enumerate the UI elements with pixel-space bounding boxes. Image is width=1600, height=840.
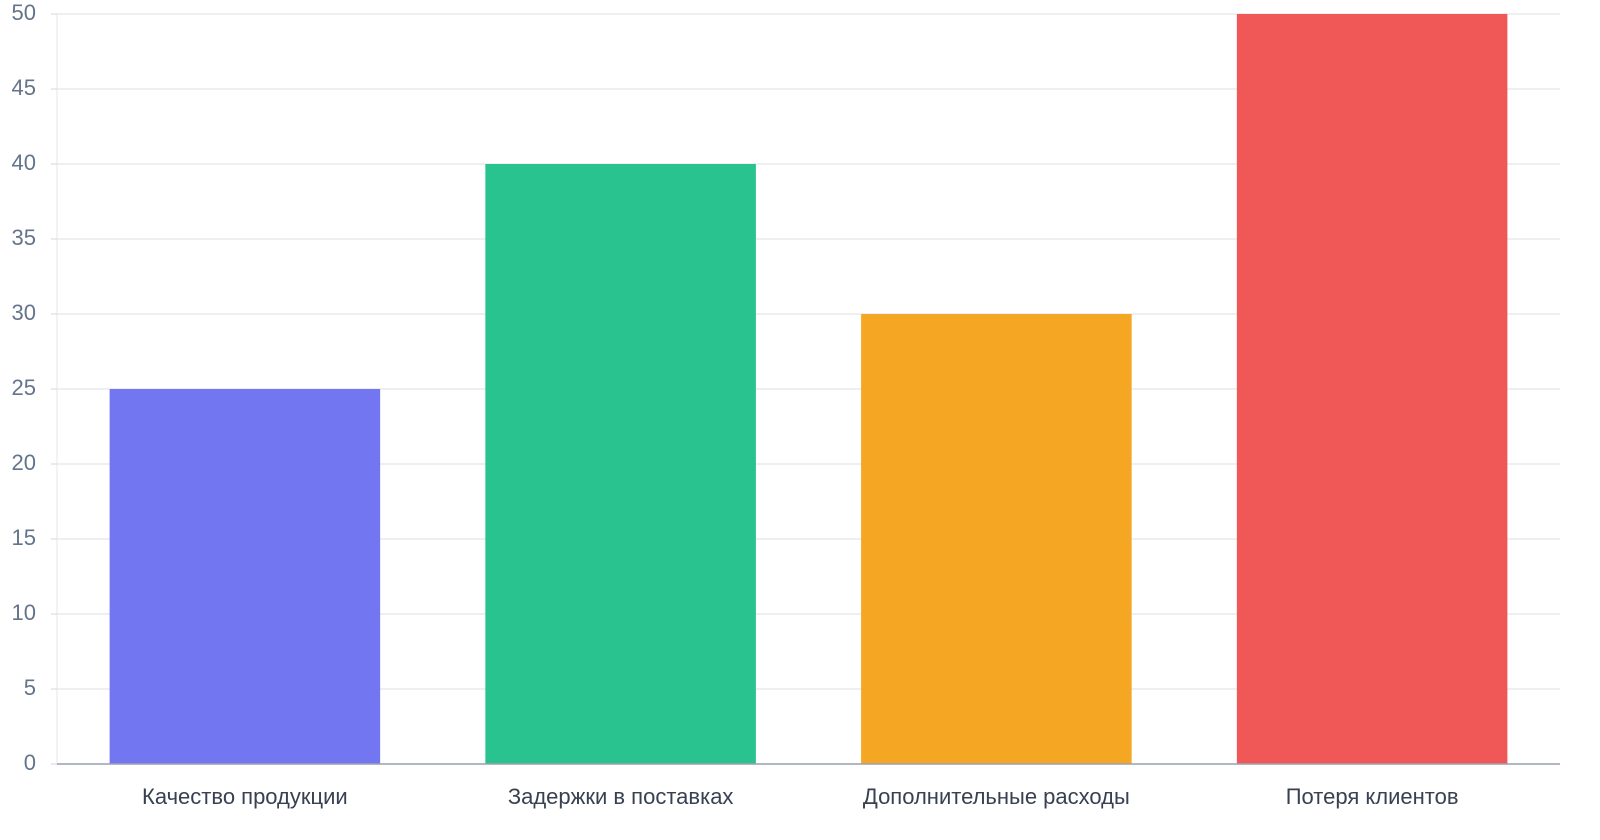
y-tick-label: 50 (12, 0, 36, 25)
y-tick-label: 5 (24, 675, 36, 700)
x-tick-label: Дополнительные расходы (863, 784, 1130, 809)
y-tick-label: 35 (12, 225, 36, 250)
y-tick-label: 0 (24, 750, 36, 775)
bar (1236, 14, 1508, 764)
bar (485, 164, 756, 764)
y-tick-label: 15 (12, 525, 36, 550)
y-tick-label: 25 (12, 375, 36, 400)
bar (861, 314, 1132, 764)
x-tick-label: Задержки в поставках (508, 784, 734, 809)
bar (109, 389, 381, 764)
x-tick-label: Потеря клиентов (1286, 784, 1459, 809)
x-tick-label: Качество продукции (142, 784, 348, 809)
y-tick-label: 45 (12, 75, 36, 100)
y-tick-label: 10 (12, 600, 36, 625)
y-tick-label: 40 (12, 150, 36, 175)
y-tick-label: 20 (12, 450, 36, 475)
y-tick-label: 30 (12, 300, 36, 325)
